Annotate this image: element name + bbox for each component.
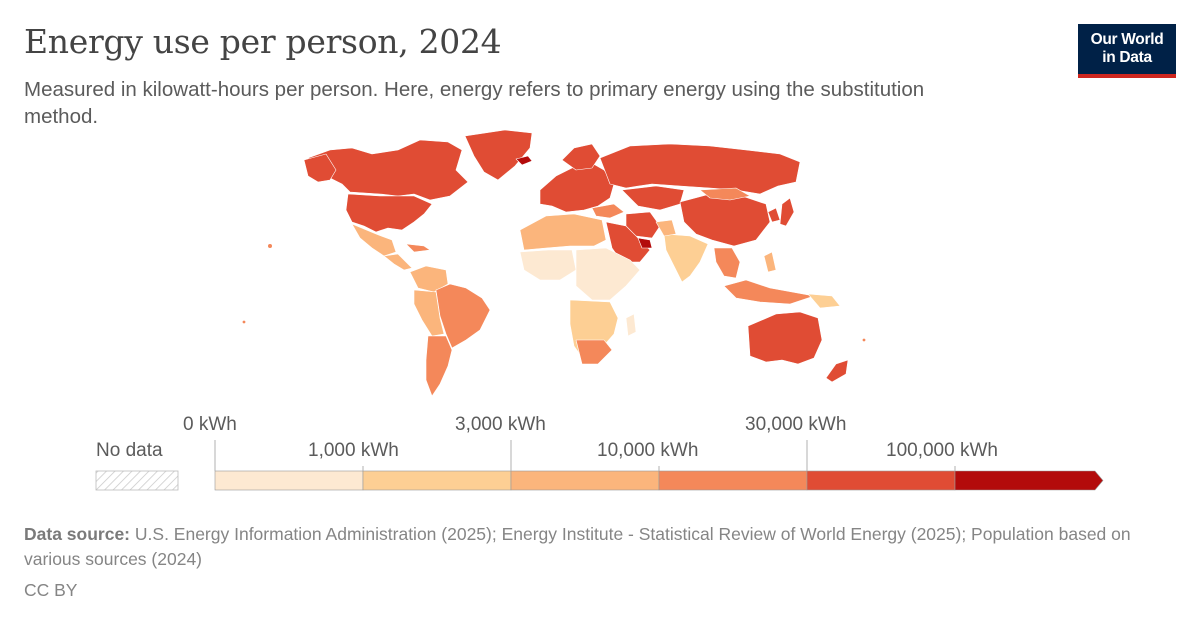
country-australia[interactable] [747,311,823,365]
region-scandinavia[interactable] [561,143,601,171]
country-pakistan[interactable] [655,219,677,237]
region-arabia[interactable] [605,221,651,263]
legend-bin-100000[interactable] [954,470,1104,491]
country-japan[interactable] [779,197,795,227]
legend-no-data-label: No data [96,440,163,461]
legend-no-data-swatch [95,470,179,491]
country-mongolia[interactable] [699,187,751,201]
region-central-america[interactable] [383,253,413,271]
country-peru-bolivia[interactable] [413,289,445,337]
region-caribbean[interactable] [405,243,431,253]
legend-tick-30000: 30,000 kWh [745,414,847,435]
country-png[interactable] [807,293,841,309]
data-source: Data source: U.S. Energy Information Adm… [24,522,1174,572]
country-colombia-venezuela[interactable] [409,265,449,293]
country-iceland[interactable] [515,155,533,166]
legend-tick-3000: 3,000 kWh [455,414,546,435]
country-argentina-chile[interactable] [425,335,453,397]
legend-tick-0: 0 kWh [183,414,237,435]
region-west-africa[interactable] [519,249,577,281]
region-turkey[interactable] [591,203,625,219]
legend-bin-3000[interactable] [510,470,660,491]
country-russia[interactable] [599,143,801,195]
legend-bin-10000[interactable] [658,470,808,491]
region-central-asia[interactable] [621,185,685,211]
country-india[interactable] [663,233,709,283]
legend-tick-10000: 10,000 kWh [597,440,699,461]
region-southeast-asia[interactable] [713,247,741,279]
country-uae[interactable] [637,237,653,249]
license[interactable]: CC BY [24,580,78,600]
logo-line1: Our World [1090,31,1164,48]
country-korea[interactable] [767,207,781,223]
region-indonesia[interactable] [723,279,815,305]
region-east-africa[interactable] [575,247,641,301]
region-europe[interactable] [539,161,615,213]
legend-bin-0[interactable] [214,470,364,491]
country-madagascar[interactable] [625,313,637,337]
country-alaska[interactable] [303,153,337,183]
source-label: Data source: [24,524,131,544]
country-usa[interactable] [345,193,433,233]
logo-line2: in Data [1102,49,1152,66]
chart-subtitle: Measured in kilowatt-hours per person. H… [24,78,925,128]
country-canada[interactable] [307,139,469,201]
legend-tick-100000: 100,000 kWh [886,440,998,461]
island-speck-1 [242,320,246,324]
source-text: U.S. Energy Information Administration (… [24,524,1131,569]
legend-bin-30000[interactable] [806,470,956,491]
legend [95,440,1104,491]
island-speck-2 [862,338,866,342]
country-mexico[interactable] [351,223,397,257]
country-south-africa[interactable] [575,339,613,365]
island-hawaii [268,244,272,248]
country-greenland[interactable] [464,129,533,181]
legend-tick-1000: 1,000 kWh [308,440,399,461]
chart-title: Energy use per person, 2024 [24,22,502,61]
owid-logo[interactable]: Our World in Data [1078,24,1176,78]
country-new-zealand[interactable] [825,359,849,383]
country-brazil[interactable] [435,283,491,349]
region-north-africa[interactable] [519,213,607,251]
legend-bin-1000[interactable] [362,470,512,491]
country-philippines[interactable] [763,251,777,273]
